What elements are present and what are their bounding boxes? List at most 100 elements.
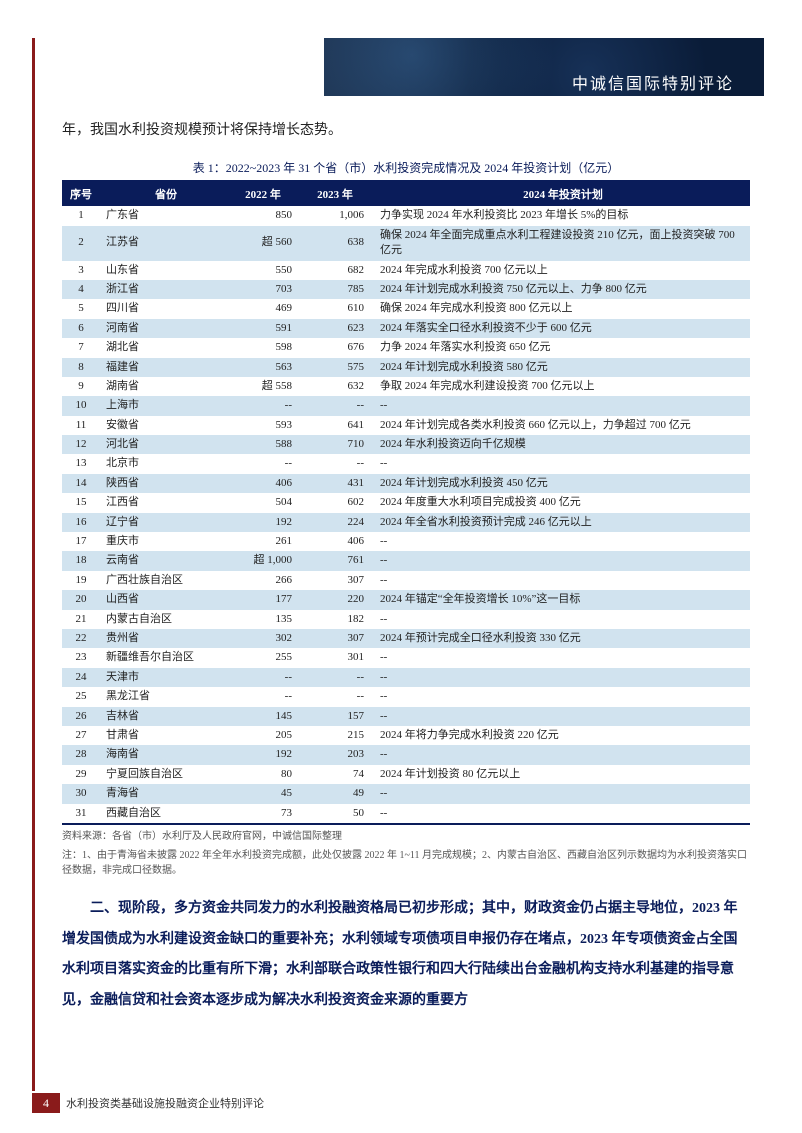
cell-index: 12	[62, 435, 100, 454]
cell-2022: 266	[230, 571, 302, 590]
cell-2023: 74	[302, 765, 374, 784]
cell-2022: 超 1,000	[230, 551, 302, 570]
cell-2022: 73	[230, 804, 302, 824]
cell-2022: --	[230, 396, 302, 415]
investment-table: 序号 省份 2022 年 2023 年 2024 年投资计划 1广东省8501,…	[62, 180, 750, 825]
cell-index: 30	[62, 784, 100, 803]
cell-province: 湖南省	[100, 377, 230, 396]
cell-province: 湖北省	[100, 338, 230, 357]
cell-province: 内蒙古自治区	[100, 610, 230, 629]
cell-2022: 598	[230, 338, 302, 357]
cell-2023: 50	[302, 804, 374, 824]
page-number-badge: 4	[32, 1093, 60, 1113]
cell-plan: --	[374, 454, 750, 473]
cell-2023: 623	[302, 319, 374, 338]
cell-2023: 1,006	[302, 206, 374, 225]
cell-plan: 力争实现 2024 年水利投资比 2023 年增长 5%的目标	[374, 206, 750, 225]
table-row: 31西藏自治区7350--	[62, 804, 750, 824]
cell-index: 15	[62, 493, 100, 512]
cell-2022: 255	[230, 648, 302, 667]
table-row: 24天津市------	[62, 668, 750, 687]
table-row: 26吉林省145157--	[62, 707, 750, 726]
table-row: 29宁夏回族自治区80742024 年计划投资 80 亿元以上	[62, 765, 750, 784]
cell-plan: --	[374, 396, 750, 415]
cell-province: 河北省	[100, 435, 230, 454]
cell-2022: 超 558	[230, 377, 302, 396]
cell-province: 四川省	[100, 299, 230, 318]
cell-2023: 761	[302, 551, 374, 570]
cell-index: 16	[62, 513, 100, 532]
cell-2022: 302	[230, 629, 302, 648]
cell-province: 西藏自治区	[100, 804, 230, 824]
cell-index: 19	[62, 571, 100, 590]
cell-plan: 2024 年计划投资 80 亿元以上	[374, 765, 750, 784]
cell-2022: 45	[230, 784, 302, 803]
cell-index: 4	[62, 280, 100, 299]
cell-2022: 588	[230, 435, 302, 454]
header-title: 中诚信国际特别评论	[572, 70, 734, 94]
table-row: 10上海市------	[62, 396, 750, 415]
table-row: 17重庆市261406--	[62, 532, 750, 551]
cell-index: 6	[62, 319, 100, 338]
table-row: 5四川省469610确保 2024 年完成水利投资 800 亿元以上	[62, 299, 750, 318]
cell-plan: --	[374, 532, 750, 551]
cell-2022: 593	[230, 416, 302, 435]
cell-2023: 682	[302, 261, 374, 280]
cell-2023: --	[302, 396, 374, 415]
cell-province: 广西壮族自治区	[100, 571, 230, 590]
cell-2023: --	[302, 454, 374, 473]
cell-2022: 135	[230, 610, 302, 629]
table-row: 19广西壮族自治区266307--	[62, 571, 750, 590]
cell-index: 17	[62, 532, 100, 551]
header-banner: 中诚信国际特别评论	[324, 38, 764, 96]
table-row: 13北京市------	[62, 454, 750, 473]
cell-2022: 550	[230, 261, 302, 280]
cell-index: 21	[62, 610, 100, 629]
cell-province: 贵州省	[100, 629, 230, 648]
cell-province: 宁夏回族自治区	[100, 765, 230, 784]
table-row: 25黑龙江省------	[62, 687, 750, 706]
cell-province: 陕西省	[100, 474, 230, 493]
cell-province: 海南省	[100, 745, 230, 764]
cell-plan: 2024 年完成水利投资 700 亿元以上	[374, 261, 750, 280]
cell-2023: 224	[302, 513, 374, 532]
cell-2022: 563	[230, 358, 302, 377]
cell-province: 甘肃省	[100, 726, 230, 745]
table-body: 1广东省8501,006力争实现 2024 年水利投资比 2023 年增长 5%…	[62, 206, 750, 824]
cell-index: 18	[62, 551, 100, 570]
table-row: 6河南省5916232024 年落实全口径水利投资不少于 600 亿元	[62, 319, 750, 338]
cell-province: 福建省	[100, 358, 230, 377]
cell-plan: --	[374, 784, 750, 803]
cell-plan: 2024 年计划完成各类水利投资 660 亿元以上，力争超过 700 亿元	[374, 416, 750, 435]
cell-2022: 591	[230, 319, 302, 338]
cell-2022: --	[230, 454, 302, 473]
table-row: 12河北省5887102024 年水利投资迈向千亿规模	[62, 435, 750, 454]
table-caption: 表 1：2022~2023 年 31 个省（市）水利投资完成情况及 2024 年…	[62, 159, 750, 176]
table-row: 20山西省1772202024 年锚定“全年投资增长 10%”这一目标	[62, 590, 750, 609]
cell-province: 上海市	[100, 396, 230, 415]
cell-province: 山西省	[100, 590, 230, 609]
cell-2023: 602	[302, 493, 374, 512]
cell-2023: 49	[302, 784, 374, 803]
cell-2022: --	[230, 668, 302, 687]
cell-index: 25	[62, 687, 100, 706]
cell-plan: 2024 年预计完成全口径水利投资 330 亿元	[374, 629, 750, 648]
table-row: 1广东省8501,006力争实现 2024 年水利投资比 2023 年增长 5%…	[62, 206, 750, 225]
cell-province: 北京市	[100, 454, 230, 473]
cell-2023: 215	[302, 726, 374, 745]
cell-plan: --	[374, 687, 750, 706]
cell-2022: 超 560	[230, 226, 302, 261]
cell-province: 安徽省	[100, 416, 230, 435]
cell-province: 黑龙江省	[100, 687, 230, 706]
cell-plan: 2024 年度重大水利项目完成投资 400 亿元	[374, 493, 750, 512]
cell-2022: 850	[230, 206, 302, 225]
cell-2022: 192	[230, 513, 302, 532]
cell-province: 山东省	[100, 261, 230, 280]
table-row: 11安徽省5936412024 年计划完成各类水利投资 660 亿元以上，力争超…	[62, 416, 750, 435]
left-decorative-rule	[32, 38, 35, 1091]
cell-index: 10	[62, 396, 100, 415]
th-index: 序号	[62, 181, 100, 206]
cell-plan: 确保 2024 年全面完成重点水利工程建设投资 210 亿元，面上投资突破 70…	[374, 226, 750, 261]
cell-index: 14	[62, 474, 100, 493]
cell-province: 天津市	[100, 668, 230, 687]
